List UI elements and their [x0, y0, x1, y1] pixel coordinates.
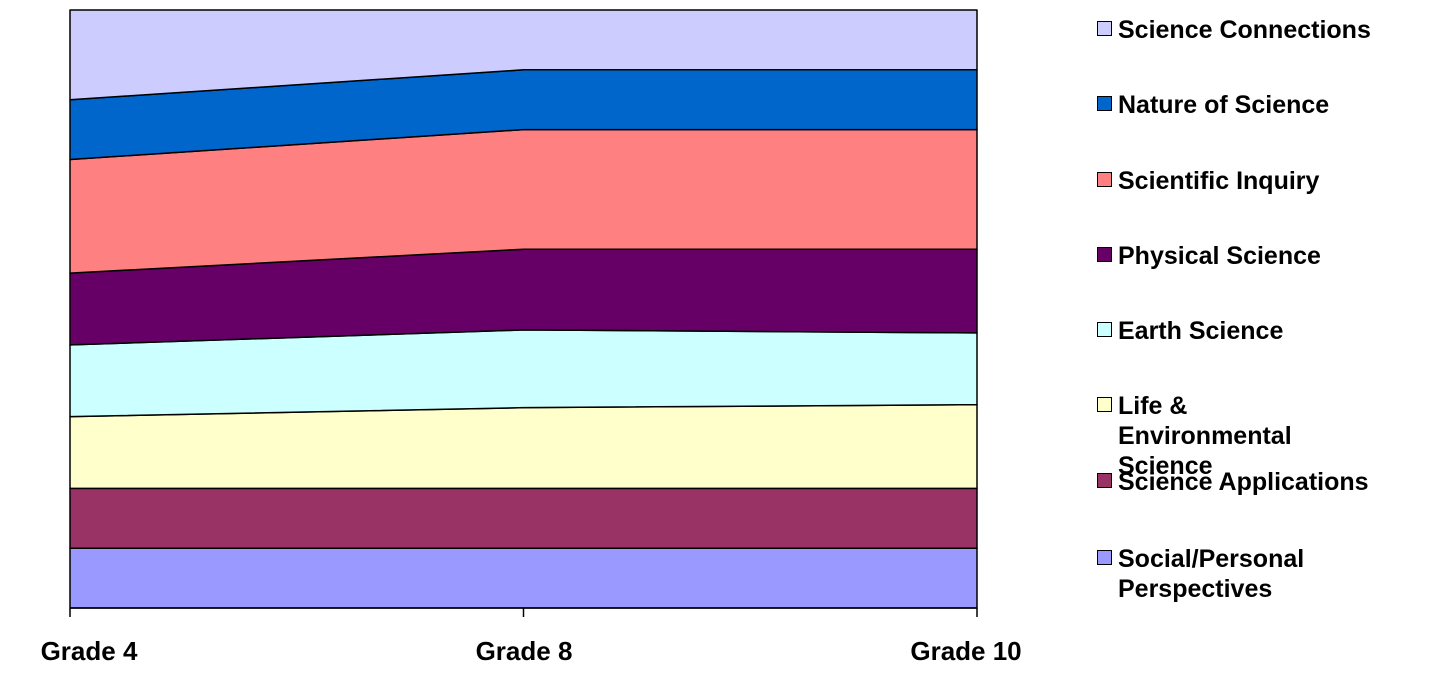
legend-swatch: [1097, 322, 1112, 337]
legend-label: Earth Science: [1118, 317, 1284, 345]
area-series-science-applications: [69, 487, 978, 549]
legend-swatch: [1097, 550, 1112, 565]
x-axis: [69, 607, 978, 617]
legend-swatch: [1097, 21, 1112, 36]
legend-label: Science Applications: [1118, 468, 1369, 496]
x-tick-label: Grade 8: [475, 636, 573, 666]
legend-item: Nature of Science: [1097, 90, 1418, 120]
legend-label: Social/Personal Perspectives: [1118, 545, 1305, 603]
legend-item: Physical Science: [1097, 241, 1418, 271]
legend-swatch: [1097, 172, 1112, 187]
legend-label: Science Connections: [1118, 16, 1371, 44]
area-series-life-environmental-science: [69, 403, 978, 490]
legend-item: Science Applications: [1097, 467, 1418, 497]
legend-item: Science Connections: [1097, 15, 1418, 45]
legend-swatch: [1097, 96, 1112, 111]
legend-item: Life & Environmental Science: [1097, 391, 1348, 481]
area-series-social-personal-perspectives: [69, 547, 978, 609]
legend-label: Nature of Science: [1118, 91, 1330, 119]
chart-areas: [69, 9, 978, 609]
legend: Science Connections Nature of Science Sc…: [1097, 0, 1433, 674]
x-tick-label: Grade 10: [910, 636, 1022, 666]
legend-label: Life & Environmental Science: [1118, 392, 1292, 480]
area-series-science-connections: [69, 9, 978, 101]
legend-swatch: [1097, 247, 1112, 262]
legend-label: Scientific Inquiry: [1118, 167, 1320, 195]
legend-swatch: [1097, 397, 1112, 412]
legend-item: Social/Personal Perspectives: [1097, 544, 1318, 604]
legend-label: Physical Science: [1118, 242, 1321, 270]
legend-item: Scientific Inquiry: [1097, 166, 1418, 196]
area-series-earth-science: [69, 329, 978, 418]
legend-item: Earth Science: [1097, 316, 1418, 346]
legend-swatch: [1097, 473, 1112, 488]
x-tick-label: Grade 4: [40, 636, 138, 666]
